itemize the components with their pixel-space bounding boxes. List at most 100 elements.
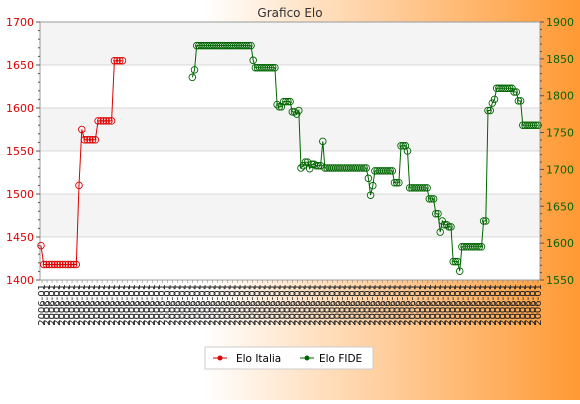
data-point-fide — [423, 184, 431, 192]
x-tick-label: 2006-01 — [117, 284, 128, 326]
right-tick-label: 1600 — [546, 237, 574, 250]
left-tick-label: 1500 — [6, 188, 34, 201]
data-point-fide — [273, 100, 281, 109]
data-point-fide — [305, 164, 314, 173]
x-tick-label: 2006-01 — [222, 284, 233, 326]
x-tick-label: 2006-01 — [388, 284, 399, 326]
x-tick-label: 2006-01 — [518, 284, 529, 326]
legend: Elo Italia Elo FIDE — [204, 346, 374, 370]
x-tick-label: 2006-01 — [52, 284, 63, 326]
x-tick-label: 2006-01 — [453, 284, 464, 326]
x-tick-label: 2006-01 — [313, 284, 324, 326]
x-tick-label: 2006-01 — [72, 284, 83, 326]
data-point-fide — [429, 195, 438, 203]
left-tick-label: 1600 — [6, 102, 34, 115]
x-tick-label: 2006-01 — [338, 284, 349, 326]
left-tick-label: 1550 — [6, 145, 34, 158]
data-point-fide — [390, 178, 399, 187]
data-point-fide — [364, 174, 373, 183]
data-point-fide — [403, 147, 412, 155]
left-y-axis: 1400 1450 1500 1550 1600 1650 1700 — [6, 16, 40, 287]
x-tick-label: 2006-01 — [157, 284, 168, 326]
data-point-italia — [58, 260, 67, 269]
series-layer — [37, 41, 542, 275]
x-tick-label: 2006-01 — [92, 284, 103, 326]
data-point-italia — [37, 241, 45, 250]
x-tick-label: 2006-01 — [428, 284, 439, 326]
data-point-italia — [72, 260, 81, 269]
x-tick-label: 2006-01 — [262, 284, 273, 326]
data-point-fide — [286, 97, 294, 106]
data-point-fide — [505, 84, 514, 93]
x-tick-label: 2006-01 — [207, 284, 218, 326]
x-tick-label: 2006-01 — [498, 284, 509, 326]
legend-swatch-marker-fide — [304, 355, 310, 361]
data-point-fide — [249, 56, 257, 65]
data-point-italia — [48, 260, 56, 269]
data-point-fide — [503, 84, 512, 93]
x-tick-label: 2006-01 — [373, 284, 384, 326]
data-point-italia — [94, 117, 102, 125]
x-tick-label: 2006-01 — [142, 284, 153, 326]
x-tick-label: 2006-01 — [323, 284, 334, 326]
x-tick-label: 2006-01 — [393, 284, 404, 326]
legend-box — [204, 346, 374, 370]
x-tick-label: 2006-01 — [182, 284, 193, 326]
x-tick-label: 2006-01 — [418, 284, 429, 326]
data-point-italia — [64, 260, 72, 269]
data-point-italia — [110, 56, 119, 65]
x-tick-label: 2006-01 — [423, 284, 434, 326]
data-point-italia — [67, 260, 75, 269]
series-line-italia — [40, 60, 123, 265]
data-point-fide — [419, 184, 427, 192]
x-tick-label: 2006-01 — [232, 284, 243, 326]
x-tick-label: 2006-01 — [132, 284, 143, 326]
plot-band — [40, 194, 540, 237]
left-tick-label: 1450 — [6, 231, 34, 244]
right-tick-label: 1850 — [546, 53, 574, 66]
data-point-italia — [86, 136, 94, 144]
data-point-fide — [282, 97, 290, 106]
data-point-fide — [292, 110, 301, 118]
x-tick-label: 2006-01 — [488, 284, 499, 326]
x-tick-label: 2006-01 — [288, 284, 299, 326]
x-tick-label: 2006-01 — [408, 284, 419, 326]
data-point-italia — [42, 260, 51, 269]
grid-lines — [39, 21, 541, 281]
x-tick-label: 2006-01 — [42, 284, 53, 326]
left-tick-label: 1700 — [6, 16, 34, 29]
x-tick-label: 2006-01 — [197, 284, 208, 326]
x-tick-label: 2006-01 — [378, 284, 389, 326]
data-point-fide — [386, 167, 394, 175]
data-point-fide — [245, 41, 253, 50]
data-point-fide — [473, 243, 481, 251]
data-point-fide — [277, 103, 286, 111]
x-tick-label: 2006-01 — [272, 284, 283, 326]
x-tick-label: 2006-01 — [383, 284, 394, 326]
x-tick-label: 2006-01 — [348, 284, 359, 326]
x-tick-label: 2006-01 — [478, 284, 489, 326]
x-tick-label: 2006-01 — [47, 284, 58, 326]
x-tick-label: 2006-01 — [257, 284, 268, 326]
data-point-fide — [529, 121, 538, 129]
x-tick-label: 2006-01 — [152, 284, 163, 326]
data-point-fide — [490, 95, 499, 104]
legend-label-italia: Elo Italia — [236, 353, 281, 365]
legend-label-fide: Elo FIDE — [319, 353, 362, 365]
left-tick-label: 1400 — [6, 274, 34, 287]
x-tick-label: 2006-01 — [237, 284, 248, 326]
x-tick-label: 2006-01 — [127, 284, 138, 326]
data-point-italia — [75, 181, 83, 190]
right-tick-label: 1550 — [546, 274, 574, 287]
x-tick-label: 2006-01 — [77, 284, 88, 326]
data-point-fide — [453, 257, 462, 266]
data-point-fide — [442, 220, 451, 229]
data-point-italia — [99, 117, 108, 125]
x-tick-label: 2006-01 — [172, 284, 183, 326]
x-tick-label: 2006-01 — [353, 284, 364, 326]
x-axis: 2006-012006-012006-012006-012006-012006-… — [37, 280, 544, 326]
data-point-fide — [301, 158, 310, 166]
data-point-italia — [116, 56, 124, 65]
x-tick-label: 2006-01 — [112, 284, 123, 326]
data-point-fide — [388, 167, 397, 175]
